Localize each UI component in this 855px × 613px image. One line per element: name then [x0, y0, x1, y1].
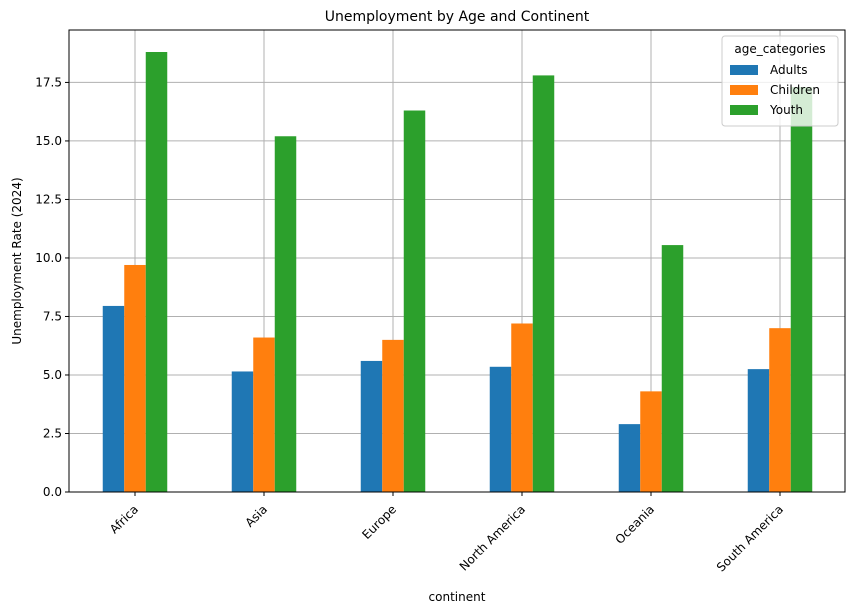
- y-axis-label: Unemployment Rate (2024): [10, 177, 24, 344]
- chart-title: Unemployment by Age and Continent: [325, 9, 590, 25]
- bar-children: [382, 339, 404, 492]
- bar-adults: [360, 360, 383, 492]
- y-tick-label: 17.5: [35, 75, 62, 89]
- y-tick-label: 7.5: [43, 309, 62, 323]
- bar-youth: [274, 136, 297, 493]
- y-tick-label: 12.5: [35, 192, 62, 206]
- legend: age_categories Adults Children Youth: [721, 35, 839, 127]
- x-tick-label: Africa: [107, 502, 141, 536]
- y-tick-label: 2.5: [43, 426, 62, 440]
- legend-swatch: [730, 105, 758, 115]
- y-tick-label: 10.0: [35, 251, 62, 265]
- x-tick-label: Asia: [242, 502, 270, 530]
- bar-children: [640, 391, 662, 492]
- bar-adults: [489, 366, 512, 492]
- bar-youth: [532, 75, 555, 492]
- x-tick-label: South America: [714, 502, 786, 574]
- bar-children: [253, 337, 275, 492]
- legend-box: [721, 35, 839, 127]
- bar-adults: [747, 369, 770, 492]
- bar-youth: [145, 52, 168, 492]
- y-tick-label: 15.0: [35, 134, 62, 148]
- legend-label: Youth: [769, 103, 803, 117]
- x-tick-label: North America: [457, 502, 528, 573]
- bar-adults: [102, 305, 125, 492]
- x-axis-label: continent: [429, 590, 486, 604]
- bar-adults: [618, 424, 641, 492]
- x-tick-label: Oceania: [613, 502, 658, 547]
- bars: [102, 52, 813, 493]
- y-tick-label: 5.0: [43, 368, 62, 382]
- bar-youth: [403, 110, 426, 493]
- bar-children: [124, 264, 146, 492]
- x-axis: Africa Asia Europe North America Oceania Sout…: [107, 492, 786, 574]
- bar-children: [769, 328, 791, 492]
- legend-swatch: [730, 65, 758, 75]
- bar-adults: [231, 371, 254, 492]
- legend-title: age_categories: [734, 42, 825, 56]
- plot-frame: [68, 29, 846, 493]
- y-tick-label: 0.0: [43, 485, 62, 499]
- bar-children: [511, 323, 533, 492]
- legend-label: Adults: [770, 63, 808, 77]
- legend-swatch: [730, 85, 758, 95]
- bar-youth: [661, 245, 684, 492]
- legend-label: Children: [770, 83, 820, 97]
- y-axis: 0.0 2.5 5.0 7.5 10.0 12.5 15.0 17.5: [35, 75, 69, 499]
- x-tick-label: Europe: [359, 502, 399, 542]
- bar-youth: [790, 87, 813, 492]
